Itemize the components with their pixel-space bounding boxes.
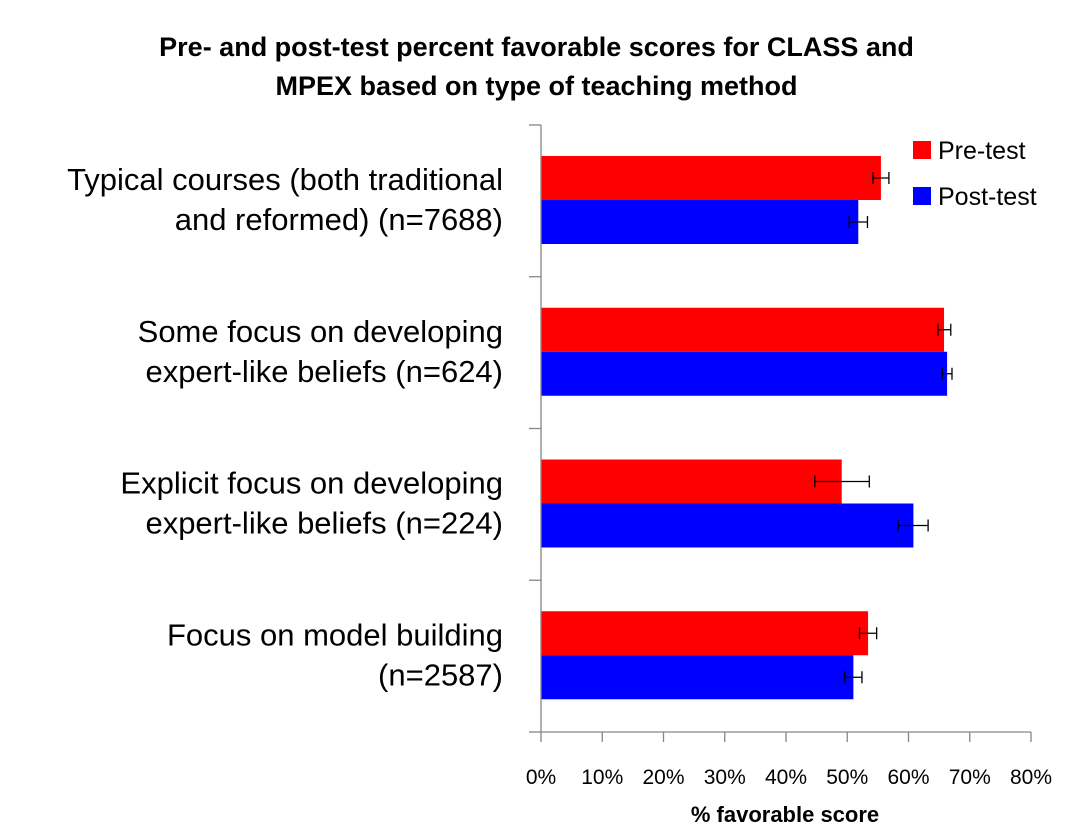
x-tick-label: 10% <box>581 766 623 789</box>
category-label-3-line-1: Explicit focus on developing <box>120 466 503 501</box>
x-tick-label: 60% <box>887 766 929 789</box>
x-tick-label: 50% <box>826 766 868 789</box>
category-label-1-line-1: Typical courses (both traditional <box>67 162 503 197</box>
error-bar-pre-test-4 <box>858 627 878 640</box>
x-tick-label: 30% <box>704 766 746 789</box>
error-bar-post-test-3 <box>897 519 929 532</box>
category-label-3: Explicit focus on developing expert-like … <box>120 466 503 541</box>
legend-swatch-post-test <box>913 187 931 205</box>
bar-post-test-4 <box>541 655 854 700</box>
legend-label-pre-test: Pre-test <box>938 137 1026 165</box>
x-tick-label: 40% <box>765 766 807 789</box>
error-bar-pre-test-1 <box>872 172 890 184</box>
error-bars-group <box>814 172 953 684</box>
error-bar-pre-test-3 <box>814 475 870 488</box>
legend-swatch-pre-test <box>913 141 931 159</box>
chart-title-line-2: MPEX based on type of teaching method <box>275 71 798 101</box>
category-label-2: Some focus on developing expert-like beli… <box>138 314 503 389</box>
bar-post-test-3 <box>541 503 914 548</box>
bar-pre-test-2 <box>541 307 945 352</box>
bar-pre-test-4 <box>541 611 869 656</box>
bar-post-test-2 <box>541 351 948 396</box>
category-label-2-line-1: Some focus on developing <box>138 314 503 349</box>
error-bar-post-test-4 <box>844 671 863 684</box>
axes-group: 0% 10% 20% 30% 40% 50% 60% 70% 80% <box>526 124 1052 789</box>
bar-pre-test-1 <box>541 156 881 200</box>
x-axis-title: % favorable score <box>691 802 879 827</box>
x-tick-label: 70% <box>949 766 991 789</box>
chart-title: Pre- and post-test percent favorable sco… <box>0 28 1073 106</box>
legend: Pre-test Post-test <box>913 137 1037 211</box>
bar-pre-test-3 <box>541 459 842 504</box>
bars-group <box>541 156 948 700</box>
x-tick-label: 20% <box>642 766 684 789</box>
x-tick-label: 0% <box>526 766 556 789</box>
category-label-2-line-2: expert-like beliefs (n=624) <box>145 354 503 389</box>
category-label-4-line-1: Focus on model building <box>167 617 503 652</box>
category-label-4-line-2: (n=2587) <box>378 657 503 692</box>
chart-title-line-1: Pre- and post-test percent favorable sco… <box>159 32 914 62</box>
category-label-1: Typical courses (both traditional and ref… <box>67 162 503 237</box>
category-labels-group: Typical courses (both traditional and ref… <box>67 162 503 692</box>
error-bar-pre-test-2 <box>937 323 952 336</box>
bar-post-test-1 <box>541 200 859 244</box>
x-tick-label: 80% <box>1010 766 1052 789</box>
legend-label-post-test: Post-test <box>938 183 1037 211</box>
category-label-3-line-2: expert-like beliefs (n=224) <box>145 506 503 541</box>
category-label-1-line-2: and reformed) (n=7688) <box>175 202 503 237</box>
error-bar-post-test-2 <box>941 367 953 380</box>
error-bar-post-test-1 <box>848 216 869 228</box>
category-label-4: Focus on model building (n=2587) <box>167 617 503 692</box>
